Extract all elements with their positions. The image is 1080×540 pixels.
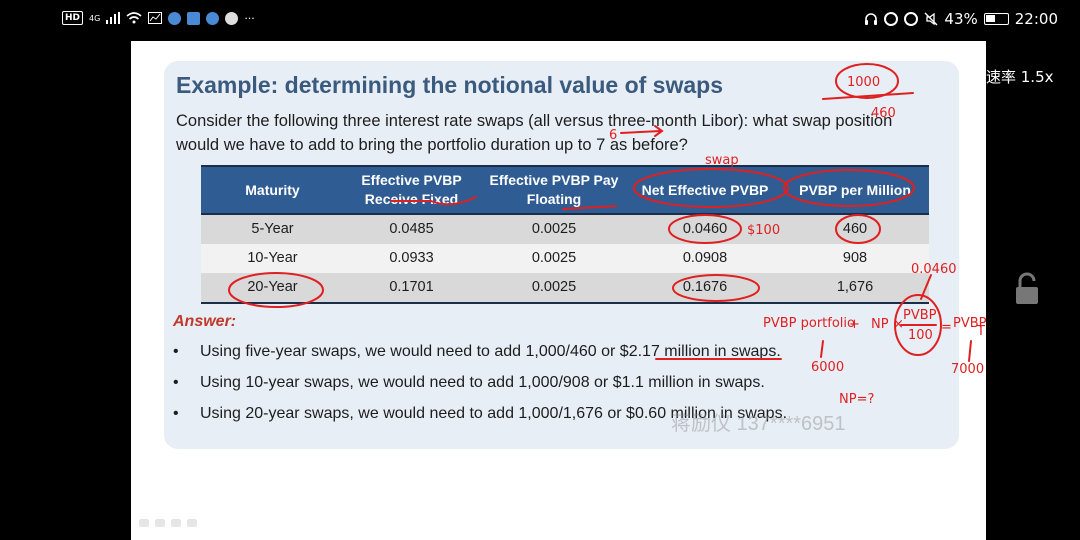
headphones-icon xyxy=(865,13,878,25)
table-row: 5-Year 0.0485 0.0025 0.0460 460 xyxy=(201,214,929,244)
wifi-icon xyxy=(126,12,142,24)
slide-title: Example: determining the notional value … xyxy=(176,72,723,98)
more-tools-icon[interactable] xyxy=(187,519,197,527)
cell-receive-fixed: 0.0933 xyxy=(344,243,479,273)
ink-arrow-to-7000 xyxy=(968,340,972,362)
table-header-row: Maturity Effective PVBP Receive Fixed Ef… xyxy=(201,165,929,215)
cell-maturity: 5-Year xyxy=(201,214,344,244)
status-bar-left: HD 4G ··· xyxy=(62,11,255,25)
cell-maturity: 20-Year xyxy=(201,273,344,304)
app-icon-4 xyxy=(225,11,239,25)
app-icon-3 xyxy=(206,11,220,25)
list-item: • Using five-year swaps, we would need to… xyxy=(173,339,787,370)
swaps-table: Maturity Effective PVBP Receive Fixed Ef… xyxy=(201,165,929,304)
col-net-pvbp: Net Effective PVBP xyxy=(629,165,781,215)
mute-icon xyxy=(924,12,938,26)
drawing-toolbar xyxy=(139,519,197,527)
col-maturity: Maturity xyxy=(201,165,344,215)
playback-speed-button[interactable]: 速率 1.5x xyxy=(986,68,1054,86)
cell-pvbp-per-million: 460 xyxy=(781,214,929,244)
ink-subscript-t: T xyxy=(976,324,985,339)
cell-receive-fixed: 0.0485 xyxy=(344,214,479,244)
answer-text: Using five-year swaps, we would need to … xyxy=(200,343,781,360)
highlighter-tool-icon[interactable] xyxy=(155,519,165,527)
bullet: • xyxy=(173,343,179,360)
cell-receive-fixed: 0.1701 xyxy=(344,273,479,304)
eraser-tool-icon[interactable] xyxy=(171,519,181,527)
alarm-icon xyxy=(904,12,919,26)
clock: 22:00 xyxy=(1014,10,1058,28)
status-bar-right: 43% 22:00 xyxy=(864,10,1058,28)
hd-badge: HD xyxy=(62,11,84,25)
signal-icon xyxy=(106,12,121,24)
answer-label: Answer: xyxy=(173,313,237,330)
col-pay-floating: Effective PVBP Pay Floating xyxy=(479,165,629,215)
bullet: • xyxy=(173,405,179,422)
bullet: • xyxy=(173,374,179,391)
network-badge: 4G xyxy=(89,13,101,23)
status-bar: HD 4G ··· 43% 22:00 xyxy=(0,0,1080,40)
table-row: 20-Year 0.1701 0.0025 0.1676 1,676 xyxy=(201,273,929,304)
slide: Example: determining the notional value … xyxy=(131,41,986,540)
app-icon-2 xyxy=(187,11,201,25)
cell-pvbp-per-million: 1,676 xyxy=(781,273,929,304)
question-text: Consider the following three interest ra… xyxy=(176,112,893,154)
battery-percent: 43% xyxy=(944,10,978,28)
cell-net-pvbp: 0.1676 xyxy=(629,273,781,304)
cell-pay-floating: 0.0025 xyxy=(479,243,629,273)
more-notifications-icon: ··· xyxy=(244,11,255,25)
answer-list: • Using five-year swaps, we would need to… xyxy=(173,339,787,432)
cell-pay-floating: 0.0025 xyxy=(479,214,629,244)
answer-text: Using 10-year swaps, we would need to ad… xyxy=(200,374,765,391)
list-item: • Using 10-year swaps, we would need to a… xyxy=(173,370,787,401)
pen-tool-icon[interactable] xyxy=(139,519,149,527)
chart-app-icon xyxy=(148,12,163,24)
app-icon-1 xyxy=(168,11,182,25)
battery-icon xyxy=(983,13,1009,25)
list-item: • Using 20-year swaps, we would need to a… xyxy=(173,401,787,432)
cell-net-pvbp: 0.0908 xyxy=(629,243,781,273)
sync-icon xyxy=(884,12,899,26)
cell-pay-floating: 0.0025 xyxy=(479,273,629,304)
answer-text: Using 20-year swaps, we would need to ad… xyxy=(200,405,788,422)
watermark: 蒋励仪 137****6951 xyxy=(671,413,846,435)
lock-icon[interactable] xyxy=(1014,272,1040,306)
cell-maturity: 10-Year xyxy=(201,243,344,273)
col-pvbp-per-million: PVBP per Million xyxy=(781,165,929,215)
cell-net-pvbp: 0.0460 xyxy=(629,214,781,244)
col-receive-fixed: Effective PVBP Receive Fixed xyxy=(344,165,479,215)
table-row: 10-Year 0.0933 0.0025 0.0908 908 xyxy=(201,243,929,273)
cell-pvbp-per-million: 908 xyxy=(781,243,929,273)
